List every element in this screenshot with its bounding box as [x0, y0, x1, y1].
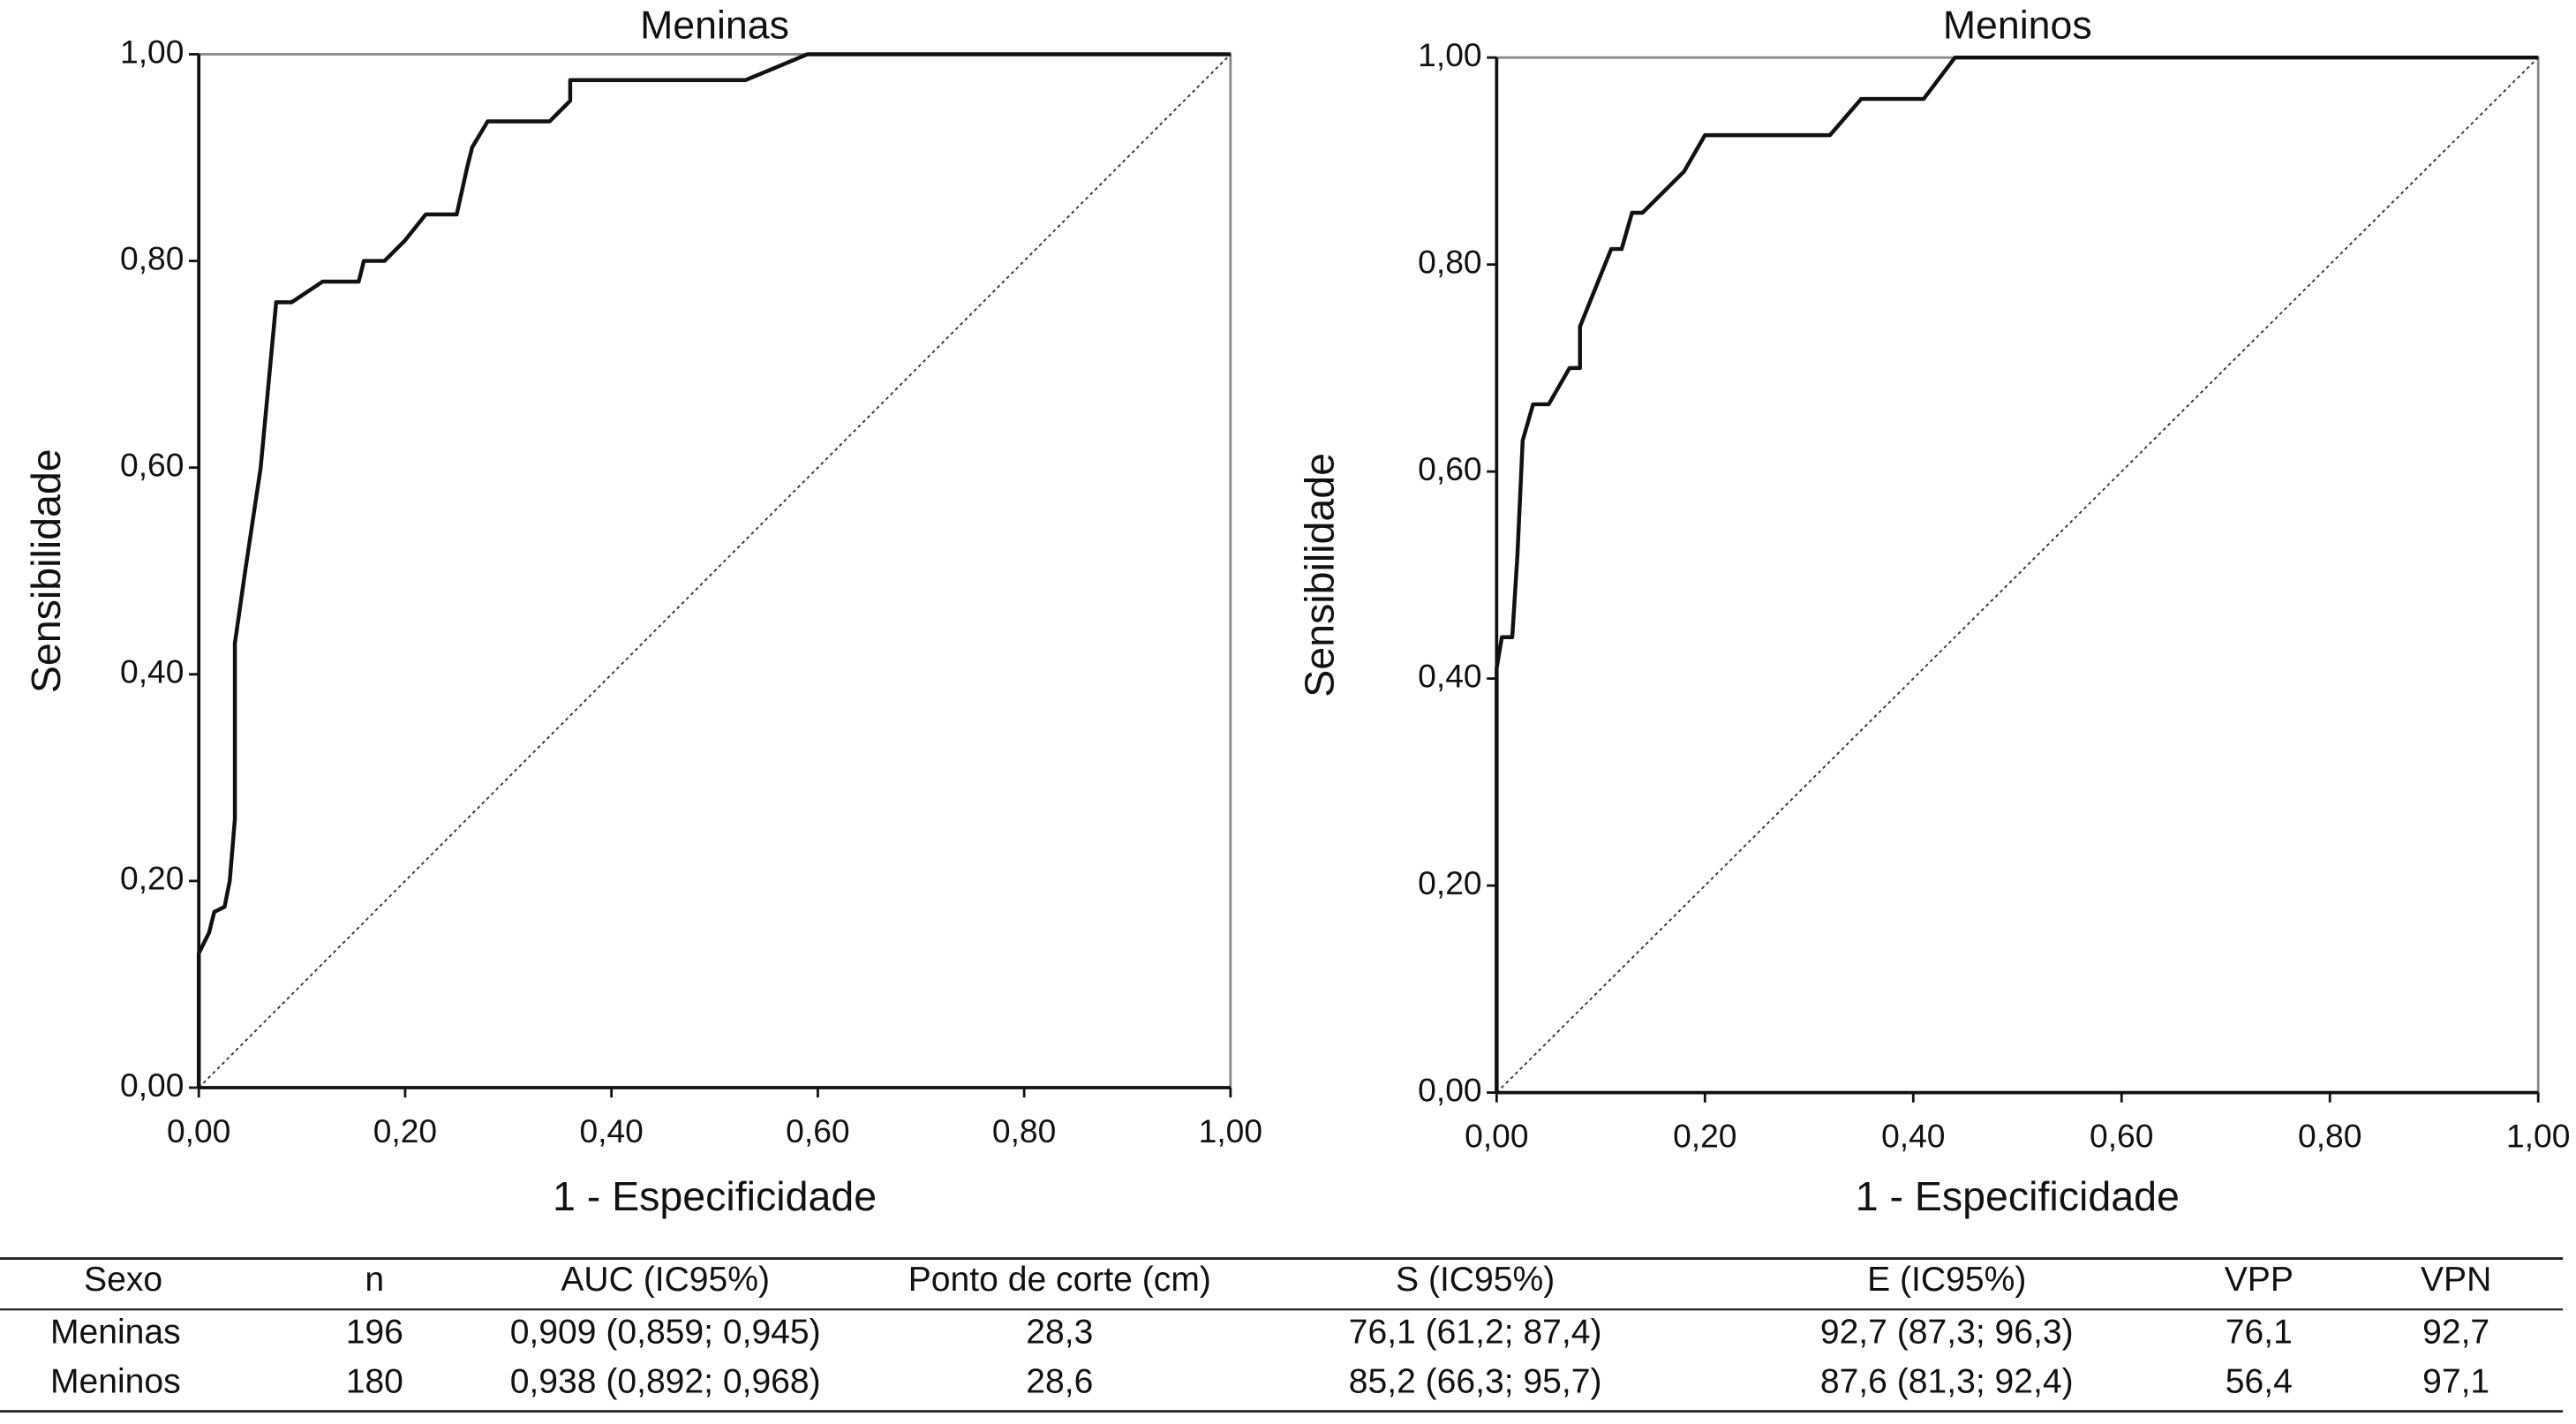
y-axis-title: Sensibilidade	[23, 448, 69, 693]
y-tick-label: 0,80	[1418, 243, 1481, 280]
table-header-cell: AUC (IC95%)	[561, 1261, 770, 1299]
table-header-cell: E (IC95%)	[1867, 1261, 2026, 1299]
chart-title: Meninas	[640, 4, 789, 47]
table-header-cell: Ponto de corte (cm)	[908, 1261, 1211, 1299]
table-cell: 180	[346, 1362, 403, 1400]
y-tick-label: 1,00	[120, 33, 184, 70]
table-cell: 92,7 (87,3; 96,3)	[1820, 1313, 2074, 1351]
table-cell: 28,6	[1026, 1362, 1093, 1400]
y-axis-title: Sensibilidade	[1296, 453, 1342, 697]
roc-curve	[196, 52, 1231, 1089]
chart-title: Meninos	[1943, 4, 2092, 47]
table-cell: Meninos	[50, 1362, 181, 1400]
x-axis-title: 1 - Especificidade	[553, 1173, 877, 1219]
y-tick-label: 0,60	[1418, 450, 1481, 487]
table-cell: 97,1	[2422, 1362, 2489, 1400]
table-cell: 56,4	[2226, 1362, 2293, 1400]
table-header-cell: VPN	[2421, 1261, 2491, 1299]
x-tick-label: 0,40	[579, 1112, 643, 1149]
reference-diagonal	[1495, 57, 2539, 1094]
y-tick-label: 0,80	[120, 239, 184, 276]
table-header-cell: n	[365, 1261, 384, 1299]
table-cell: 85,2 (66,3; 95,7)	[1349, 1362, 1602, 1400]
table-header-cell: VPP	[2225, 1261, 2294, 1299]
table-cell: 196	[346, 1313, 403, 1351]
x-tick-label: 0,20	[1673, 1118, 1736, 1155]
y-tick-label: 1,00	[1418, 36, 1481, 73]
table-cell: Meninas	[50, 1313, 181, 1351]
y-tick-label: 0,60	[120, 447, 184, 484]
table-header-cell: Sexo	[84, 1261, 162, 1299]
x-tick-label: 0,60	[2090, 1118, 2153, 1155]
table-cell: 28,3	[1026, 1313, 1093, 1351]
y-tick-label: 0,40	[120, 653, 184, 690]
x-tick-label: 0,80	[2298, 1118, 2361, 1155]
y-tick-label: 0,00	[120, 1066, 184, 1104]
table-cell: 0,909 (0,859; 0,945)	[510, 1313, 821, 1351]
y-tick-label: 0,40	[1418, 657, 1481, 694]
x-tick-label: 0,40	[1881, 1118, 1945, 1155]
x-tick-label: 0,60	[786, 1112, 849, 1149]
roc-curve	[1495, 55, 2539, 1093]
x-tick-label: 1,00	[2506, 1118, 2570, 1155]
table-cell: 92,7	[2422, 1313, 2489, 1351]
table-cell: 76,1 (61,2; 87,4)	[1349, 1313, 1602, 1351]
table-cell: 76,1	[2226, 1313, 2293, 1351]
reference-diagonal	[198, 53, 1232, 1089]
x-axis-title: 1 - Especificidade	[1856, 1173, 2180, 1219]
y-tick-label: 0,00	[1418, 1071, 1481, 1108]
x-tick-label: 0,00	[1465, 1118, 1528, 1155]
y-tick-label: 0,20	[120, 860, 184, 897]
table-header-cell: S (IC95%)	[1396, 1261, 1555, 1299]
x-tick-label: 0,80	[992, 1112, 1056, 1149]
x-tick-label: 1,00	[1199, 1112, 1262, 1149]
y-tick-label: 0,20	[1418, 864, 1481, 901]
table-cell: 0,938 (0,892; 0,968)	[510, 1362, 821, 1400]
x-tick-label: 0,00	[167, 1112, 230, 1149]
table-cell: 87,6 (81,3; 92,4)	[1820, 1362, 2074, 1400]
x-tick-label: 0,20	[373, 1112, 437, 1149]
